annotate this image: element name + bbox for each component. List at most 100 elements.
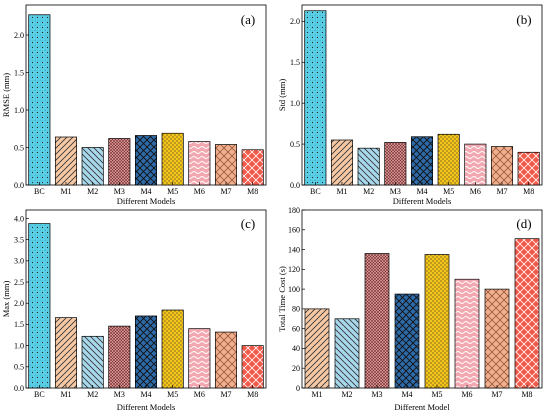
x-tick-label: M5 [167, 187, 178, 196]
bar-m5 [161, 309, 184, 389]
y-ticks: 0.0 0.5 1.0 1.5 2.0 [14, 31, 29, 190]
x-tick-label: M6 [470, 187, 481, 196]
bar-m7 [490, 146, 514, 186]
panel-label: (d) [516, 216, 531, 231]
y-tick-label: 80 [292, 305, 300, 314]
bar-m8 [517, 151, 540, 186]
x-tick-label: M1 [60, 390, 71, 399]
y-ticks: 0 20 40 60 80 100 120 140 160 180 [288, 206, 305, 393]
y-tick-label: 2.5 [14, 278, 24, 287]
y-tick-label: 180 [288, 206, 300, 215]
y-tick-label: 0.0 [14, 181, 24, 190]
y-tick-label: 60 [292, 324, 300, 333]
bar-m3 [364, 253, 390, 389]
y-tick-label: 1.0 [14, 106, 24, 115]
bars [304, 238, 540, 389]
bar-m1 [304, 308, 330, 389]
x-tick-label: BC [310, 187, 321, 196]
y-tick-label: 1.5 [14, 68, 24, 77]
panel-c: 0.0 0.5 1.0 1.5 2.0 2.5 3.0 3.5 4.0 BC M1 M2 M3 M4 M5… [1, 209, 267, 412]
x-tick-label: M6 [194, 187, 205, 196]
x-tick-label: M2 [87, 390, 98, 399]
bar-m4 [410, 136, 434, 186]
panel-a: 0.0 0.5 1.0 1.5 2.0 BC M1 M2 M3 M4 M5 M6 M7 M8 (a) D… [1, 4, 267, 206]
x-tick-label: M2 [363, 187, 374, 196]
x-tick-label: M7 [220, 390, 231, 399]
x-ticks: BC M1 M2 M3 M4 M5 M6 M7 M8 [34, 385, 258, 399]
bar-m2 [81, 147, 104, 186]
x-tick-label: BC [34, 187, 45, 196]
y-ticks: 0.0 0.5 1.0 1.5 2.0 [290, 17, 305, 190]
bar-m7 [484, 288, 510, 389]
x-tick-label: M5 [167, 390, 178, 399]
y-tick-label: 100 [288, 285, 300, 294]
x-tick-label: M7 [220, 187, 231, 196]
bar-m6 [464, 143, 487, 186]
y-tick-label: 0.0 [290, 181, 300, 190]
x-tick-label: M8 [247, 390, 258, 399]
y-tick-label: 1.5 [14, 320, 24, 329]
x-tick-label: M7 [491, 390, 502, 399]
y-tick-label: 4.0 [14, 214, 24, 223]
y-tick-label: 0.5 [290, 140, 300, 149]
bars [304, 10, 540, 186]
bar-m1 [330, 139, 354, 186]
panel-label: (a) [241, 12, 255, 27]
x-tick-label: BC [34, 390, 45, 399]
bar-m1 [54, 136, 78, 186]
bar-m6 [188, 328, 211, 389]
bar-m4 [134, 135, 158, 186]
bar-m5 [161, 132, 184, 186]
x-tick-label: M6 [461, 390, 472, 399]
y-tick-label: 20 [292, 364, 300, 373]
y-tick-label: 2.0 [14, 31, 24, 40]
x-tick-label: M5 [431, 390, 442, 399]
y-tick-label: 0.5 [14, 143, 24, 152]
y-tick-label: 0.0 [14, 384, 24, 393]
y-tick-label: 0 [296, 384, 300, 393]
y-tick-label: 2.0 [14, 299, 24, 308]
x-tick-label: M1 [60, 187, 71, 196]
bar-m5 [437, 133, 460, 186]
x-tick-label: M1 [311, 390, 322, 399]
y-tick-label: 2.0 [290, 17, 300, 26]
bar-m6 [454, 278, 480, 389]
x-axis-label: Different Models [117, 402, 176, 412]
bar-m7 [214, 144, 238, 186]
y-axis-label: RMSE (mm) [1, 73, 11, 117]
y-tick-label: 0.5 [14, 363, 24, 372]
x-tick-label: M4 [140, 187, 151, 196]
x-axis-label: Different Models [117, 196, 176, 206]
x-tick-label: M3 [114, 390, 125, 399]
panel-label: (b) [516, 12, 531, 27]
panel-b: 0.0 0.5 1.0 1.5 2.0 BC M1 M2 M3 M4 M5 M6 M7 M8 (b) D… [277, 4, 543, 206]
y-tick-label: 140 [288, 245, 300, 254]
x-tick-label: M6 [194, 390, 205, 399]
plot-frame [301, 209, 543, 389]
bar-m8 [241, 149, 264, 186]
x-tick-label: M3 [390, 187, 401, 196]
y-tick-label: 40 [292, 344, 300, 353]
x-tick-label: M1 [336, 187, 347, 196]
bars [28, 223, 264, 389]
x-tick-label: M7 [496, 187, 507, 196]
x-ticks: M1 M2 M3 M4 M5 M6 M7 M8 [311, 385, 533, 399]
bar-m3 [108, 325, 131, 389]
y-tick-label: 1.0 [290, 99, 300, 108]
y-ticks: 0.0 0.5 1.0 1.5 2.0 2.5 3.0 3.5 4.0 [14, 214, 29, 393]
x-tick-label: M2 [87, 187, 98, 196]
x-tick-label: M4 [401, 390, 412, 399]
y-axis-label: Std (mm) [277, 79, 287, 112]
bar-m2 [81, 335, 104, 389]
y-tick-label: 1.0 [14, 341, 24, 350]
y-tick-label: 1.5 [290, 58, 300, 67]
x-tick-label: M5 [443, 187, 454, 196]
bar-m7 [214, 331, 238, 389]
x-tick-label: M2 [341, 390, 352, 399]
y-axis-label: Total Time Cost (s) [277, 266, 287, 332]
x-axis-label: Different Model [394, 402, 450, 412]
bar-m4 [394, 293, 420, 389]
y-tick-label: 3.5 [14, 235, 24, 244]
